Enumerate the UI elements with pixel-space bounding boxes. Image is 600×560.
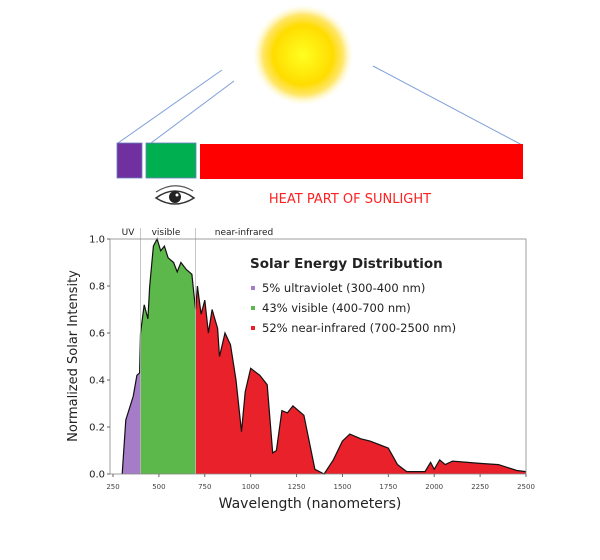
- x-tick-label: 250: [106, 483, 119, 491]
- heat-label: HEAT PART OF SUNLIGHT: [269, 192, 431, 207]
- y-axis-label: Normalized Solar Intensity: [66, 270, 81, 442]
- x-tick-label: 2250: [471, 483, 489, 491]
- chart: 0.0 0.2 0.4 0.6 0.8 1.0 250 500 750 1000 1250 1500…: [66, 228, 535, 512]
- region-label-near-infrared: near-infrared: [215, 228, 273, 238]
- ray-line: [150, 80, 235, 144]
- x-tick-label: 2000: [425, 483, 443, 491]
- x-axis-label: Wavelength (nanometers): [219, 496, 402, 512]
- legend-item: 43% visible (400-700 nm): [262, 301, 411, 315]
- x-tick-label: 1250: [288, 483, 306, 491]
- y-tick-label: 0.2: [89, 423, 105, 434]
- eye-icon: [154, 185, 196, 205]
- uv-bar: [116, 142, 143, 179]
- x-tick-label: 2500: [517, 483, 535, 491]
- legend-item: 52% near-infrared (700-2500 nm): [262, 321, 456, 335]
- region-label-uv: UV: [122, 228, 136, 238]
- x-tick-label: 1750: [379, 483, 397, 491]
- x-tick-label: 750: [198, 483, 211, 491]
- legend-swatch: [251, 306, 255, 310]
- y-tick-label: 0.6: [89, 329, 105, 340]
- ray-line: [117, 69, 223, 144]
- x-tick-label: 1000: [242, 483, 260, 491]
- area-near-infrared: [195, 286, 526, 474]
- legend: 5% ultraviolet (300-400 nm) 43% visible (…: [251, 281, 456, 335]
- y-tick-label: 0.4: [89, 376, 105, 387]
- y-tick-label: 1.0: [89, 235, 105, 246]
- region-label-visible: visible: [152, 228, 181, 238]
- area-visible: [140, 239, 196, 474]
- chart-title: Solar Energy Distribution: [250, 256, 443, 272]
- infrared-bar: [200, 144, 523, 179]
- visible-bar: [145, 142, 197, 179]
- ray-line: [372, 65, 523, 146]
- y-tick-label: 0.8: [89, 282, 105, 293]
- legend-swatch: [251, 326, 255, 330]
- sun-icon: [253, 5, 353, 105]
- legend-swatch: [251, 286, 255, 290]
- spectrum-outline: [121, 237, 527, 475]
- y-tick-label: 0.0: [89, 470, 105, 481]
- x-tick-label: 500: [152, 483, 165, 491]
- legend-item: 5% ultraviolet (300-400 nm): [262, 281, 425, 295]
- x-tick-label: 1500: [334, 483, 352, 491]
- plot-frame: [109, 238, 527, 475]
